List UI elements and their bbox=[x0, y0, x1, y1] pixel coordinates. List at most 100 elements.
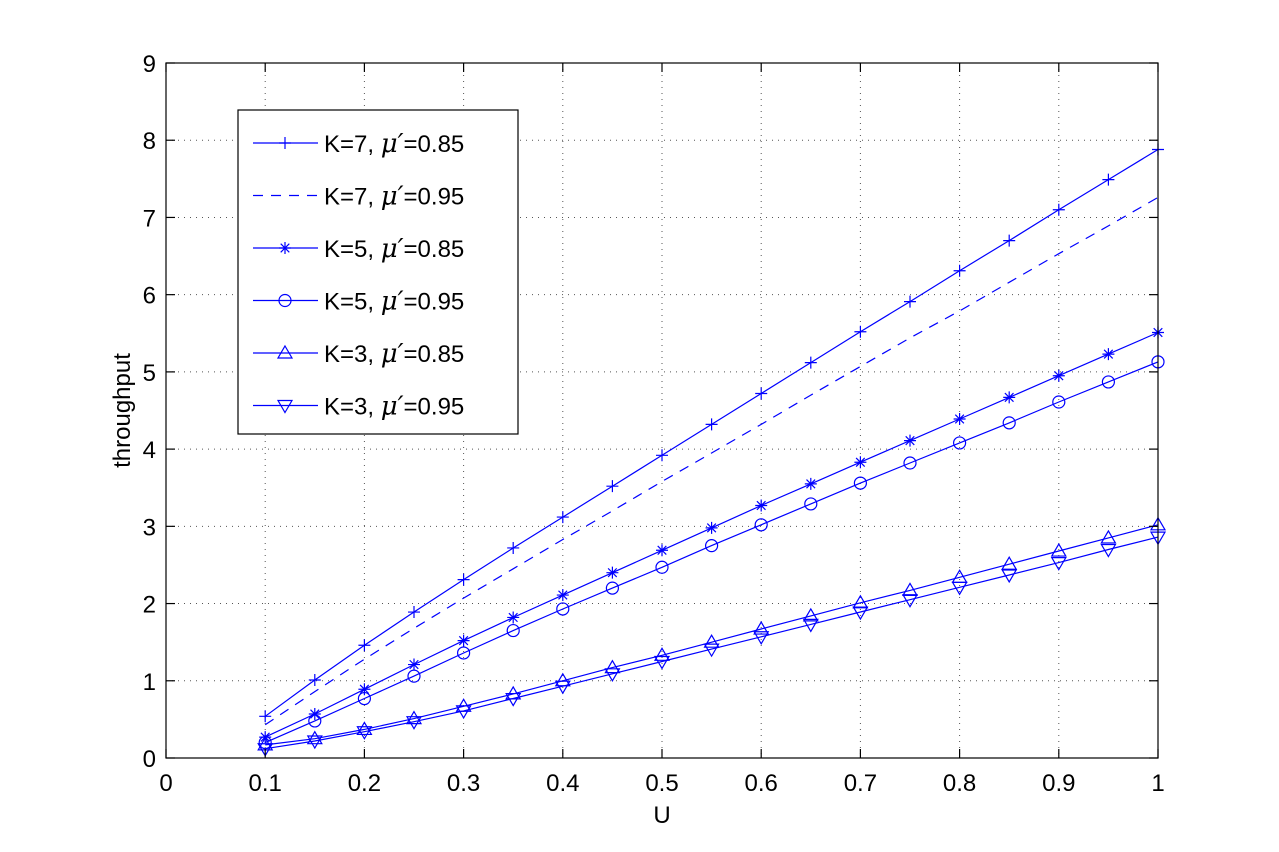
data-point-star bbox=[279, 242, 291, 254]
data-point-triangle-up bbox=[802, 607, 819, 622]
data-point-circle bbox=[853, 476, 868, 490]
data-point-plus bbox=[259, 710, 272, 723]
mu-symbol: μ′ bbox=[381, 129, 404, 159]
y-tick-label: 6 bbox=[143, 283, 156, 310]
data-point-triangle-up bbox=[276, 344, 294, 359]
data-point-triangle-down bbox=[1001, 569, 1018, 584]
mu-symbol: μ′ bbox=[381, 339, 404, 369]
x-tick-label: 0.8 bbox=[943, 770, 976, 797]
y-tick-label: 2 bbox=[143, 592, 156, 619]
mu-symbol: μ′ bbox=[381, 234, 404, 264]
data-point-star bbox=[457, 634, 470, 647]
data-point-triangle-up bbox=[901, 582, 919, 597]
legend: K=7, μ′=0.85 K=7, μ′=0.95 K=5, μ′=0.85 K=5,… bbox=[237, 109, 519, 435]
data-point-triangle-down bbox=[276, 399, 294, 414]
data-point-plus bbox=[854, 325, 867, 338]
data-point-star bbox=[1052, 369, 1065, 382]
data-point-triangle-down bbox=[505, 692, 522, 707]
data-point-triangle-up bbox=[703, 633, 720, 648]
x-tick-label: 0.9 bbox=[1042, 770, 1075, 797]
data-point-plus bbox=[953, 264, 966, 277]
legend-label: K=7, μ′=0.85 bbox=[324, 129, 464, 159]
legend-label: K=5, μ′=0.95 bbox=[324, 287, 464, 317]
y-tick-label: 4 bbox=[143, 437, 156, 464]
data-point-triangle-down bbox=[1100, 543, 1117, 558]
data-point-circle bbox=[308, 714, 322, 728]
data-point-circle bbox=[506, 623, 520, 638]
data-point-circle bbox=[357, 691, 371, 706]
data-point-circle bbox=[1002, 416, 1016, 430]
data-point-plus bbox=[705, 418, 718, 431]
data-point-star bbox=[507, 611, 520, 624]
data-point-circle bbox=[903, 456, 917, 470]
data-point-plus bbox=[358, 639, 371, 652]
data-point-circle bbox=[605, 581, 620, 595]
series-layer bbox=[257, 143, 1167, 757]
data-point-triangle-down bbox=[852, 606, 869, 621]
legend-box bbox=[237, 109, 519, 435]
legend-entry: K=3, μ′=0.95 bbox=[253, 392, 464, 422]
data-point-plus bbox=[1003, 234, 1016, 247]
data-point-plus bbox=[308, 674, 321, 687]
data-point-circle bbox=[704, 539, 719, 553]
data-point-triangle-down bbox=[604, 668, 621, 683]
data-point-circle bbox=[278, 293, 292, 308]
data-point-triangle-up bbox=[1100, 529, 1117, 544]
x-axis-title: U bbox=[653, 802, 670, 829]
x-tick-label: 0 bbox=[159, 770, 172, 797]
data-point-circle bbox=[1101, 375, 1116, 389]
legend-label: K=3, μ′=0.95 bbox=[324, 392, 464, 422]
data-point-triangle-down bbox=[257, 743, 274, 757]
y-tick-label: 9 bbox=[143, 51, 156, 78]
data-point-plus bbox=[507, 541, 520, 554]
data-point-triangle-down bbox=[653, 655, 671, 670]
data-point-triangle-up bbox=[653, 647, 671, 661]
data-point-plus bbox=[904, 295, 916, 308]
series-5 bbox=[257, 516, 1167, 751]
data-point-plus bbox=[656, 449, 668, 462]
data-point-plus bbox=[804, 356, 817, 369]
data-point-triangle-up bbox=[604, 659, 621, 674]
data-point-triangle-down bbox=[306, 735, 323, 750]
data-point-plus bbox=[1102, 173, 1115, 186]
legend-entry: K=5, μ′=0.85 bbox=[253, 234, 464, 264]
data-point-triangle-down bbox=[753, 631, 770, 645]
series-6 bbox=[257, 531, 1167, 757]
x-tick-label: 0.4 bbox=[546, 770, 579, 797]
data-point-triangle-down bbox=[951, 581, 968, 596]
data-point-triangle-up bbox=[356, 721, 373, 736]
y-axis-title: throughput bbox=[109, 353, 136, 468]
legend-entry: K=7, μ′=0.85 bbox=[253, 129, 464, 159]
data-point-triangle-up bbox=[753, 620, 770, 635]
data-point-star bbox=[408, 658, 420, 671]
data-point-triangle-up bbox=[405, 710, 423, 725]
legend-entry: K=5, μ′=0.95 bbox=[253, 287, 464, 317]
data-point-plus bbox=[457, 573, 470, 586]
series-line bbox=[265, 536, 1159, 750]
data-point-triangle-up bbox=[306, 730, 323, 745]
y-tick-label: 3 bbox=[143, 514, 156, 541]
y-tick-label: 5 bbox=[143, 360, 156, 387]
x-tick-label: 0.7 bbox=[844, 770, 877, 797]
data-point-plus bbox=[606, 480, 619, 493]
data-point-star bbox=[1003, 391, 1016, 404]
data-point-star bbox=[1102, 348, 1115, 361]
data-point-star bbox=[358, 683, 371, 696]
data-point-triangle-down bbox=[554, 680, 571, 695]
mu-symbol: μ′ bbox=[381, 182, 404, 212]
data-point-star bbox=[854, 456, 867, 469]
data-point-circle bbox=[754, 518, 768, 532]
x-tick-label: 1 bbox=[1151, 770, 1164, 797]
data-point-triangle-down bbox=[802, 618, 819, 633]
data-point-star bbox=[904, 434, 916, 447]
x-tick-label: 0.3 bbox=[447, 770, 480, 797]
data-point-star bbox=[656, 544, 668, 557]
data-point-star bbox=[556, 589, 569, 602]
data-point-star bbox=[606, 566, 619, 579]
data-point-star bbox=[308, 707, 321, 720]
data-point-plus bbox=[556, 511, 569, 524]
data-point-circle bbox=[952, 436, 967, 450]
data-point-circle bbox=[655, 560, 669, 574]
data-point-triangle-down bbox=[901, 594, 919, 608]
